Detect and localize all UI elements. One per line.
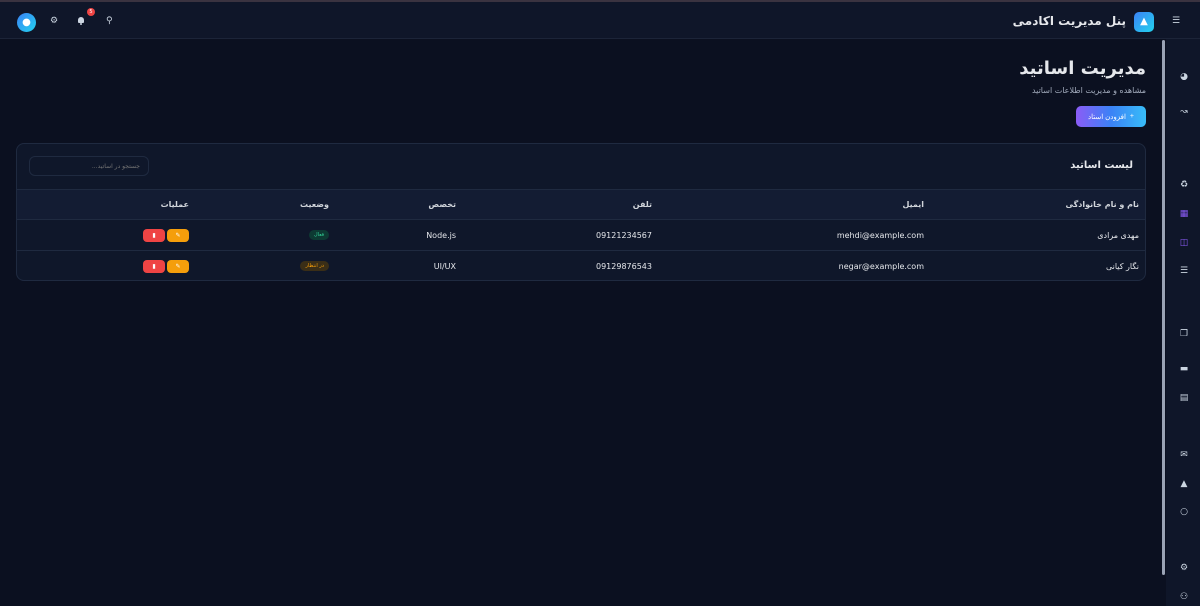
- table-row: نگار کیانی negar@example.com 09129876543…: [17, 250, 1145, 280]
- table-row: مهدی مرادی mehdi@example.com 09121234567…: [17, 219, 1145, 250]
- page-title: مدیریت اساتید: [1019, 58, 1146, 79]
- cell-name: نگار کیانی: [1105, 261, 1139, 271]
- users-icon[interactable]: ⚇: [1179, 592, 1189, 602]
- sidebar: [1166, 39, 1200, 606]
- cell-phone: 09129876543: [596, 261, 652, 271]
- gear-icon[interactable]: ⚙: [1179, 563, 1189, 573]
- envelope-icon[interactable]: ✉: [1180, 450, 1188, 460]
- cell-email: negar@example.com: [838, 261, 924, 271]
- delete-button[interactable]: ▮: [143, 228, 165, 242]
- credit-card-icon[interactable]: ▬: [1179, 364, 1189, 374]
- user-avatar[interactable]: ●: [17, 13, 36, 32]
- card-title: لیست اساتید: [1070, 160, 1133, 171]
- table-header: نام و نام خانوادگی ایمیل تلفن تخصص وضعیت…: [17, 189, 1145, 219]
- header-phone: تلفن: [632, 200, 652, 209]
- scrollbar[interactable]: [1162, 40, 1165, 575]
- list-icon[interactable]: ☰: [1179, 266, 1189, 276]
- file-icon[interactable]: ▤: [1179, 393, 1189, 403]
- header-specialty: تخصص: [428, 200, 456, 209]
- header-actions: عملیات: [160, 200, 189, 209]
- chart-icon[interactable]: ↝: [1180, 107, 1188, 117]
- cell-phone: 09121234567: [596, 230, 652, 240]
- header-name: نام و نام خانوادگی: [1065, 200, 1139, 209]
- header-status: وضعیت: [300, 200, 329, 209]
- brand-title: پنل مدیریت اکادمی: [1012, 14, 1126, 28]
- graduation-cap-icon: ▲: [1134, 12, 1154, 32]
- teachers-card: لیست اساتید نام و نام خانوادگی ایمیل تلف…: [16, 143, 1146, 281]
- cell-specialty: Node.js: [426, 230, 456, 240]
- top-bar: ● ⚙ 5 ⚲ پنل مدیریت اکادمی ▲ ☰: [0, 0, 1200, 39]
- edit-button[interactable]: ✎: [167, 228, 189, 242]
- headset-icon[interactable]: ○: [1180, 507, 1188, 517]
- page-subtitle: مشاهده و مدیریت اطلاعات اساتید: [1031, 86, 1146, 95]
- search-input[interactable]: [29, 156, 149, 176]
- cell-name: مهدی مرادی: [1097, 230, 1139, 240]
- bell-icon[interactable]: [77, 17, 85, 25]
- cell-email: mehdi@example.com: [836, 230, 924, 240]
- settings-icon[interactable]: ⚙: [50, 16, 59, 26]
- delete-button[interactable]: ▮: [143, 259, 165, 273]
- edit-button[interactable]: ✎: [167, 259, 189, 273]
- plus-icon: +: [1129, 113, 1135, 120]
- status-badge: فعال: [309, 230, 329, 240]
- dashboard-icon[interactable]: ◕: [1180, 72, 1188, 82]
- book-icon[interactable]: ▦: [1179, 209, 1189, 219]
- teacher-icon[interactable]: ◫: [1179, 238, 1189, 248]
- status-badge: در انتظار: [300, 261, 329, 271]
- header-email: ایمیل: [902, 200, 924, 209]
- menu-icon[interactable]: ☰: [1172, 16, 1181, 26]
- bell-icon[interactable]: ▲: [1180, 479, 1188, 489]
- copy-icon[interactable]: ❐: [1179, 329, 1189, 339]
- add-teacher-button[interactable]: + افزودن استاد: [1076, 106, 1146, 127]
- notification-badge: 5: [87, 8, 95, 16]
- search-icon[interactable]: ⚲: [106, 16, 113, 26]
- trophy-icon[interactable]: ♻: [1179, 180, 1189, 190]
- cell-specialty: UI/UX: [433, 261, 456, 271]
